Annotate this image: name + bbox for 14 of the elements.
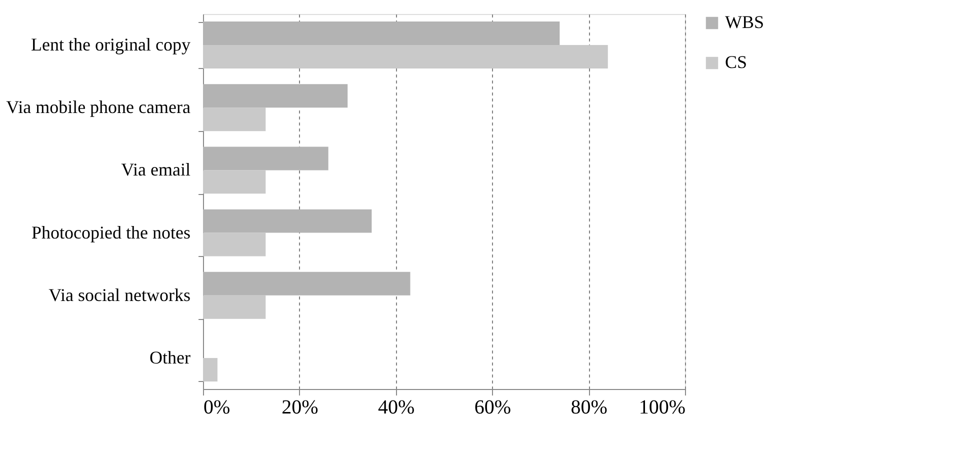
y-tick-label: Other xyxy=(150,348,191,368)
x-tick-label: 60% xyxy=(474,396,512,418)
x-tick-label: 80% xyxy=(570,396,608,418)
y-tick-label: Lent the original copy xyxy=(31,34,190,54)
x-tick-label: 20% xyxy=(282,396,318,418)
legend-label: CS xyxy=(725,52,748,72)
x-tick-label: 0% xyxy=(204,396,230,418)
x-tick-label: 100% xyxy=(638,396,686,418)
x-tick-label: 40% xyxy=(378,396,415,418)
y-tick-label: Photocopied the notes xyxy=(32,222,190,242)
y-tick-label: Via mobile phone camera xyxy=(6,97,191,118)
y-tick-label: Via email xyxy=(121,160,190,180)
legend-label: WBS xyxy=(725,12,764,32)
y-tick-label: Via social networks xyxy=(48,284,190,305)
